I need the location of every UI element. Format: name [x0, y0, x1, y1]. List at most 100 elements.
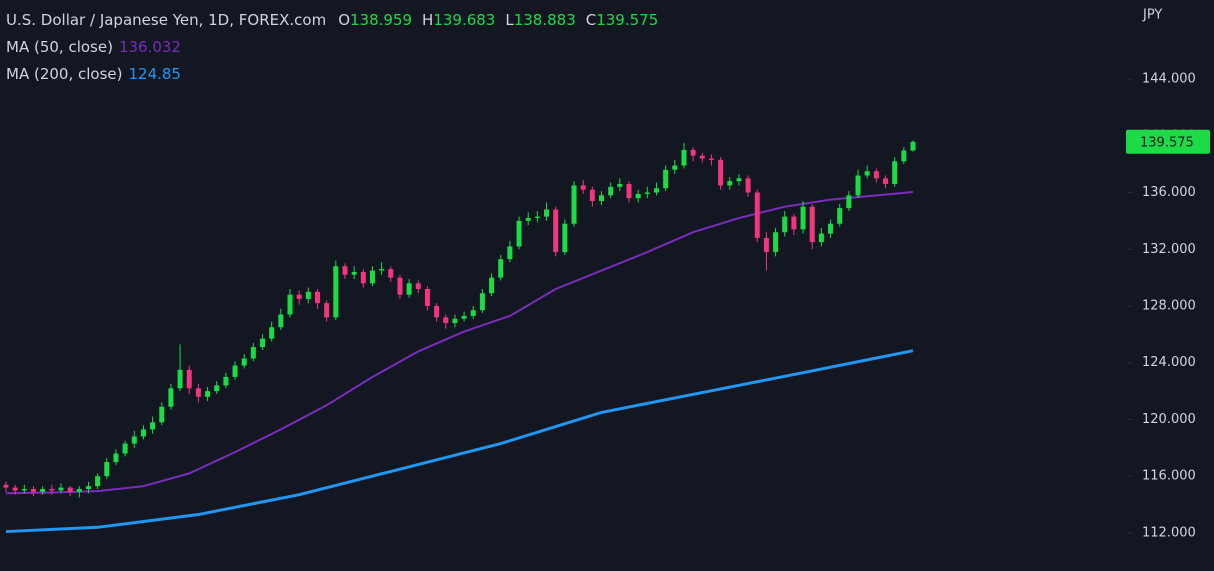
candle-body — [690, 149, 696, 156]
candle-body — [452, 318, 458, 324]
candle-body — [525, 218, 531, 221]
candle-body — [599, 195, 605, 202]
candle-body — [131, 436, 137, 444]
candle-body — [287, 294, 293, 315]
candle-body — [892, 161, 898, 184]
candle-body — [12, 487, 18, 491]
candle-body — [828, 223, 834, 234]
candle-body — [708, 158, 714, 160]
ohlc-value: 139.683 — [433, 11, 496, 29]
candle-body — [562, 223, 568, 253]
candle-body — [232, 365, 238, 377]
candle-body — [754, 192, 760, 238]
candle-body — [763, 237, 769, 253]
candle-body — [40, 489, 46, 492]
candle-body — [260, 338, 266, 348]
candle-body — [846, 195, 852, 209]
candle-body — [250, 347, 256, 359]
candle-body — [461, 315, 467, 319]
candle-body — [635, 193, 641, 199]
chart-title: U.S. Dollar / Japanese Yen, 1D, FOREX.co… — [6, 11, 327, 29]
candle-body — [672, 165, 678, 170]
candle-body — [168, 388, 174, 407]
last-price-box — [1126, 129, 1210, 154]
candle-body — [479, 293, 485, 311]
candle-body — [663, 169, 669, 189]
moving-average-line — [5, 191, 914, 495]
candle-body — [351, 271, 357, 275]
candle-body — [122, 443, 128, 454]
candle-body — [314, 291, 320, 304]
ohlc-letter: C — [585, 11, 597, 29]
candle-body — [21, 489, 27, 491]
y-tick-label: 132.000 — [1142, 242, 1196, 257]
ohlc-value: 138.883 — [513, 11, 576, 29]
candle-body — [278, 314, 284, 328]
candle-body — [800, 206, 806, 230]
candle-body — [617, 183, 623, 187]
y-tick-label: 124.000 — [1142, 355, 1196, 370]
candle-body — [791, 216, 797, 230]
y-tick-label: 128.000 — [1142, 298, 1196, 313]
y-tick-label: 120.000 — [1142, 412, 1196, 427]
candle-body — [910, 141, 916, 151]
candle-body — [3, 484, 9, 488]
candle-body — [626, 183, 632, 199]
candle-body — [424, 288, 430, 306]
candle-body — [699, 155, 705, 159]
candle-body — [434, 305, 440, 318]
legend: U.S. Dollar / Japanese Yen, 1D, FOREX.co… — [6, 7, 668, 88]
candle-body — [498, 259, 504, 278]
candle-body — [718, 159, 724, 186]
candle-body — [489, 277, 495, 294]
candle-body — [544, 209, 550, 217]
candle-body — [653, 188, 659, 193]
candle-body — [369, 270, 375, 284]
candle-body — [553, 209, 559, 253]
candle-body — [269, 327, 275, 339]
candle-body — [140, 429, 146, 437]
candle-body — [67, 487, 73, 492]
candle-body — [95, 476, 101, 487]
candle-body — [589, 189, 595, 202]
moving-average-line — [5, 349, 914, 534]
ohlc-values: O 138.959 H 139.683 L 138.883 C 139.575 — [338, 7, 668, 34]
y-axis-label: JPY — [1142, 8, 1162, 23]
legend-title-row: U.S. Dollar / Japanese Yen, 1D, FOREX.co… — [6, 7, 668, 34]
candle-body — [773, 232, 779, 253]
candle-body — [837, 208, 843, 224]
candle-body — [901, 150, 907, 162]
candle-body — [397, 277, 403, 295]
candle-body — [214, 385, 220, 392]
legend-row: MA (200, close) 124.85 — [6, 61, 668, 88]
candle-body — [727, 181, 733, 186]
candle-body — [580, 185, 586, 190]
candle-body — [571, 185, 577, 224]
candle-body — [186, 369, 192, 389]
candle-body — [516, 220, 522, 247]
ohlc-value: 138.959 — [350, 11, 413, 29]
last-price-label: 139.575 — [1140, 135, 1194, 150]
candle-body — [305, 291, 311, 299]
candle-body — [113, 453, 119, 463]
candle-body — [223, 376, 229, 386]
candle-body — [809, 206, 815, 243]
candle-body — [782, 216, 788, 233]
candle-body — [873, 171, 879, 179]
y-tick-label: 116.000 — [1142, 469, 1196, 484]
candle-body — [30, 489, 36, 492]
ohlc-value: 139.575 — [596, 11, 659, 29]
candle-body — [745, 178, 751, 193]
candle-body — [150, 422, 156, 430]
candle-body — [818, 233, 824, 243]
candle-body — [855, 175, 861, 196]
candle-body — [644, 192, 650, 194]
candle-body — [85, 486, 91, 490]
candle-body — [864, 171, 870, 176]
legend-value: 124.85 — [128, 65, 181, 83]
candle-body — [406, 283, 412, 295]
candle-body — [415, 283, 421, 289]
legend-row: MA (50, close) 136.032 — [6, 34, 668, 61]
candle-body — [379, 269, 385, 271]
